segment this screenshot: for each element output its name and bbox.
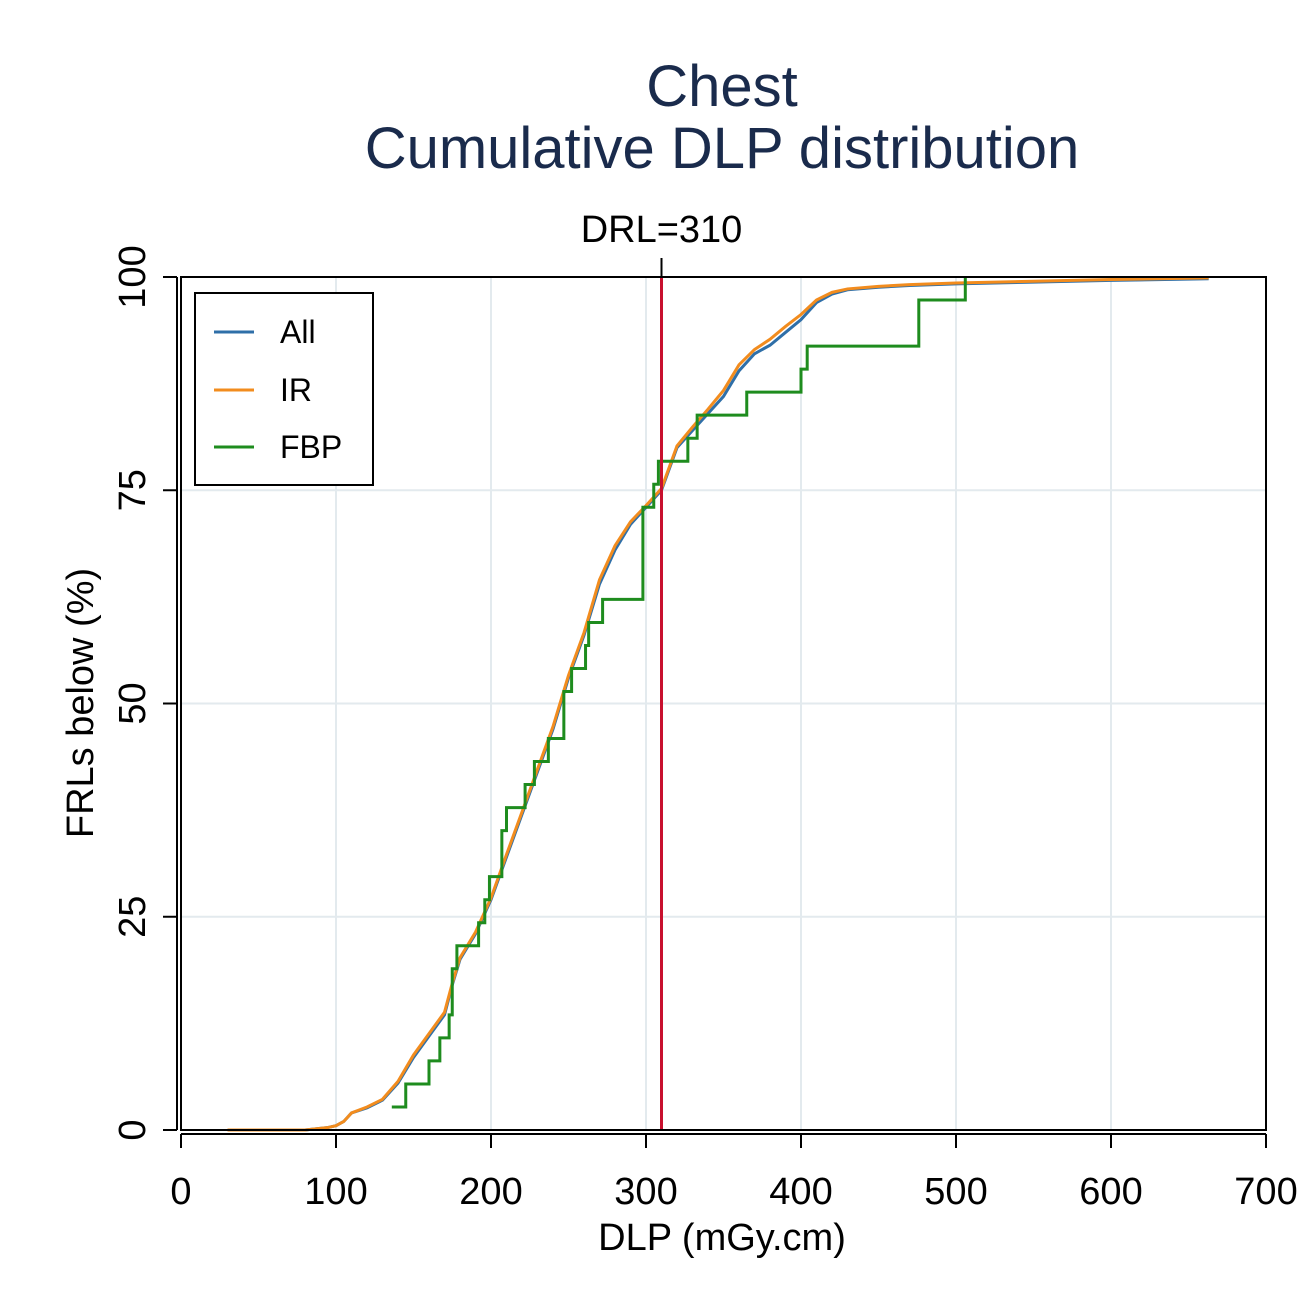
legend-label-ir: IR	[280, 372, 312, 408]
x-axis-label: DLP (mGy.cm)	[598, 1217, 846, 1259]
x-axis: 0 100 200 300 400 500 600 700	[170, 1133, 1298, 1213]
legend-label-all: All	[280, 314, 316, 350]
chart-title: Chest	[646, 54, 798, 119]
series-layer	[227, 276, 1209, 1132]
legend-label-fbp: FBP	[280, 429, 342, 465]
x-tick-label: 0	[170, 1171, 191, 1213]
y-tick-label: 25	[112, 896, 154, 938]
x-tick-label: 300	[614, 1171, 677, 1213]
x-tick-label: 600	[1079, 1171, 1142, 1213]
y-axis-label: FRLs below (%)	[60, 568, 102, 838]
series-line-fbp	[391, 277, 967, 1109]
legend: All IR FBP	[194, 292, 374, 486]
x-tick-label: 700	[1234, 1171, 1297, 1213]
y-axis: 0 25 50 75 100	[112, 245, 178, 1141]
y-tick-label: 100	[112, 245, 154, 308]
x-tick-label: 100	[304, 1171, 367, 1213]
chart-subtitle: Cumulative DLP distribution	[365, 116, 1080, 181]
drl-label: DRL=310	[581, 209, 743, 251]
y-tick-label: 0	[112, 1119, 154, 1140]
y-tick-label: 75	[112, 469, 154, 511]
series-line-ir	[227, 276, 1209, 1132]
x-tick-label: 500	[924, 1171, 987, 1213]
x-tick-label: 400	[769, 1171, 832, 1213]
y-tick-label: 50	[112, 682, 154, 724]
reference-line-layer: DRL=310	[581, 209, 743, 1130]
x-tick-label: 200	[459, 1171, 522, 1213]
plot-frame	[180, 276, 1267, 1131]
